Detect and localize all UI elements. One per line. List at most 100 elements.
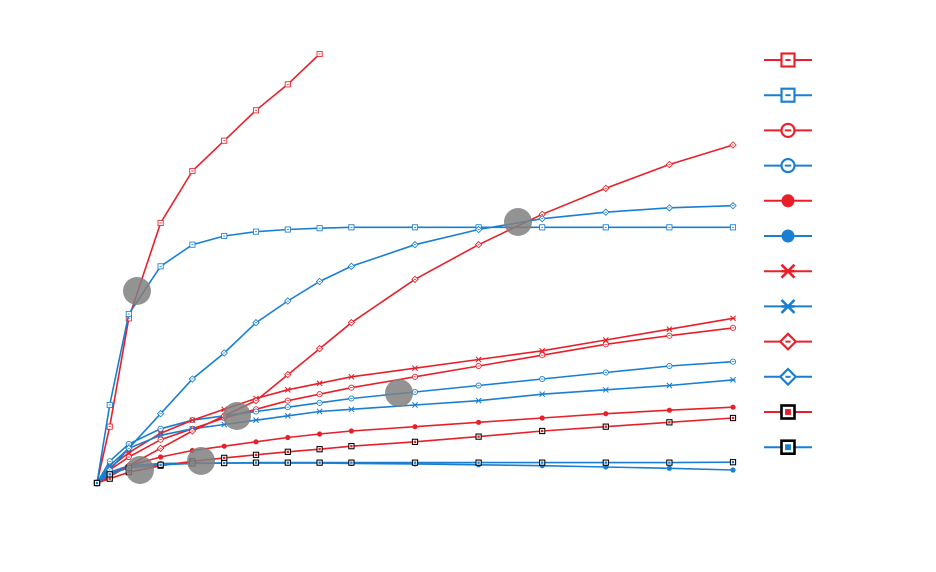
marker-part: [127, 456, 131, 458]
point: [316, 50, 323, 58]
marker-part: [785, 59, 791, 61]
point: [729, 224, 737, 231]
legend-marker: [780, 439, 796, 456]
marker-part: [413, 391, 417, 393]
plot-area: [93, 50, 737, 487]
marker-part: [159, 265, 162, 267]
legend-marker: [780, 122, 796, 138]
legend-item: [764, 263, 812, 279]
point: [157, 263, 164, 270]
marker-part: [159, 413, 162, 415]
marker-part: [254, 231, 258, 233]
marker-part: [413, 278, 417, 280]
marker-part: [604, 461, 607, 464]
legend-item: [764, 229, 812, 243]
marker-part: [412, 365, 418, 372]
point: [316, 225, 323, 232]
marker-part: [350, 387, 353, 389]
point: [253, 417, 259, 424]
marker-part: [731, 226, 735, 228]
legend-item: [764, 404, 812, 420]
marker-part: [350, 226, 353, 228]
marker-part: [539, 415, 545, 421]
point: [602, 369, 609, 376]
point: [188, 375, 197, 383]
marker-part: [318, 227, 321, 229]
marker-part: [413, 226, 417, 228]
point: [157, 461, 164, 468]
highlight: [187, 447, 215, 475]
point: [665, 204, 674, 212]
legend-marker: [780, 263, 796, 279]
point: [730, 376, 736, 383]
marker-part: [223, 140, 226, 142]
marker-part: [191, 170, 194, 172]
point: [411, 224, 419, 231]
marker-part: [780, 298, 796, 314]
marker-part: [781, 229, 795, 243]
marker-part: [413, 376, 417, 378]
marker-part: [781, 194, 795, 208]
point: [125, 453, 132, 461]
marker-part: [350, 444, 353, 448]
marker-part: [223, 461, 226, 465]
marker-part: [254, 109, 258, 111]
legend-marker: [780, 298, 796, 314]
marker-part: [604, 343, 608, 345]
marker-part: [254, 453, 258, 457]
marker-part: [318, 53, 321, 55]
point: [188, 427, 197, 435]
point: [411, 275, 419, 284]
series-line: [96, 360, 734, 484]
point: [602, 337, 609, 343]
marker-part: [668, 421, 671, 424]
marker-part: [477, 435, 480, 438]
marker-part: [668, 207, 671, 209]
point: [348, 459, 355, 466]
point: [602, 341, 609, 348]
point: [411, 240, 419, 249]
marker-part: [286, 83, 289, 85]
point: [348, 428, 354, 434]
legend-marker: [778, 367, 798, 387]
legend-item: [764, 439, 812, 456]
legend-item: [764, 52, 812, 68]
marker-part: [318, 402, 321, 404]
point: [411, 388, 419, 396]
point: [284, 404, 291, 411]
point: [475, 362, 482, 370]
marker-part: [477, 461, 480, 464]
point: [666, 382, 673, 389]
point: [316, 391, 323, 398]
marker-part: [316, 380, 323, 387]
point: [157, 436, 164, 443]
point: [252, 459, 260, 466]
marker-part: [286, 461, 289, 464]
legend-marker: [780, 52, 796, 68]
marker-part: [412, 402, 418, 408]
marker-part: [286, 300, 289, 302]
point: [284, 226, 291, 233]
marker-part: [318, 448, 321, 451]
legend-marker: [781, 194, 795, 208]
legend-marker: [781, 229, 795, 243]
point: [189, 241, 196, 248]
marker-part: [127, 447, 130, 449]
highlight: [385, 379, 413, 407]
point: [317, 431, 323, 437]
marker-part: [254, 461, 258, 464]
point: [106, 471, 113, 478]
marker-part: [476, 419, 482, 425]
point: [539, 427, 546, 435]
point: [348, 384, 355, 391]
point: [412, 424, 418, 430]
point: [316, 459, 323, 466]
highlight-group: [123, 208, 532, 484]
point: [411, 438, 419, 445]
marker-part: [286, 450, 289, 453]
point: [252, 451, 260, 458]
point: [157, 425, 164, 432]
point: [316, 446, 323, 453]
marker-part: [413, 244, 417, 246]
point: [602, 224, 609, 231]
